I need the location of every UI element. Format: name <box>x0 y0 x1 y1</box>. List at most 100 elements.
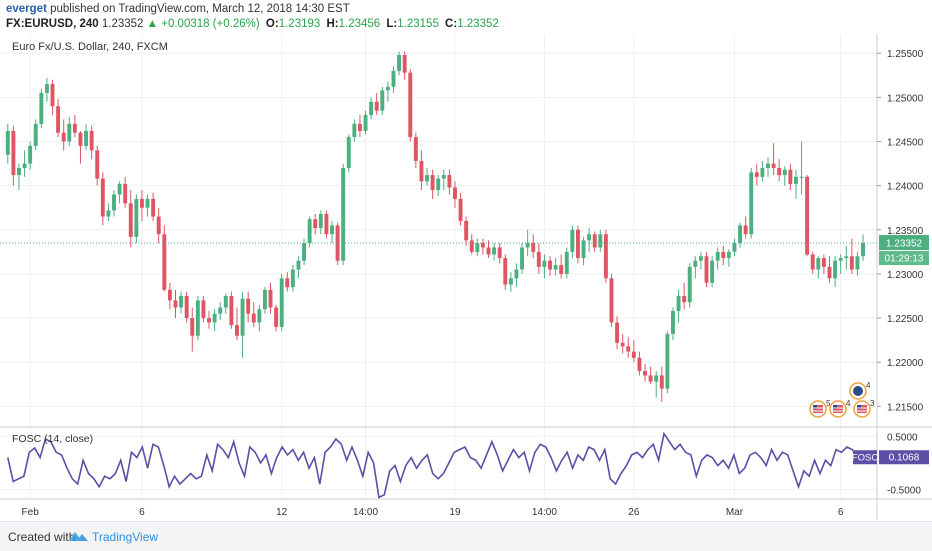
candle[interactable] <box>240 291 245 358</box>
candle-body[interactable] <box>520 247 525 270</box>
candle[interactable] <box>162 225 167 292</box>
candle[interactable] <box>156 207 161 244</box>
us-flag-event-icon[interactable]: 4 <box>829 399 851 418</box>
candle-body[interactable] <box>749 172 754 235</box>
candle-body[interactable] <box>112 194 116 211</box>
candle-body[interactable] <box>357 123 362 131</box>
candle-body[interactable] <box>682 296 687 303</box>
candle[interactable] <box>693 256 698 279</box>
candle-body[interactable] <box>179 296 184 308</box>
candle[interactable] <box>357 115 362 138</box>
candle[interactable] <box>296 256 301 279</box>
candle-body[interactable] <box>710 260 715 283</box>
candle-body[interactable] <box>78 132 83 146</box>
candle-body[interactable] <box>156 216 161 235</box>
candle-body[interactable] <box>570 229 575 252</box>
candle[interactable] <box>50 79 55 116</box>
candle[interactable] <box>665 331 670 394</box>
candle[interactable] <box>575 225 580 264</box>
candle[interactable] <box>419 150 424 191</box>
candle[interactable] <box>408 69 413 142</box>
candle-body[interactable] <box>363 115 368 131</box>
candle[interactable] <box>374 92 379 116</box>
candle[interactable] <box>710 256 715 288</box>
candle-body[interactable] <box>687 266 692 303</box>
candle-body[interactable] <box>654 375 659 382</box>
candle[interactable] <box>458 192 463 226</box>
candle-body[interactable] <box>100 178 105 217</box>
candle-body[interactable] <box>497 247 502 259</box>
candle-body[interactable] <box>302 243 307 261</box>
candle[interactable] <box>78 130 83 164</box>
candle[interactable] <box>766 157 770 177</box>
candle[interactable] <box>654 371 659 398</box>
candle-body[interactable] <box>603 234 608 279</box>
candle-body[interactable] <box>229 296 234 326</box>
candle-body[interactable] <box>592 234 597 248</box>
candle[interactable] <box>413 132 418 168</box>
candle-body[interactable] <box>128 203 133 237</box>
candle-body[interactable] <box>508 278 513 285</box>
candle-body[interactable] <box>207 318 211 323</box>
candle-body[interactable] <box>380 90 385 111</box>
candle-body[interactable] <box>855 256 860 270</box>
candle[interactable] <box>687 263 692 308</box>
candle[interactable] <box>134 194 139 244</box>
candle[interactable] <box>318 210 323 235</box>
candle[interactable] <box>447 169 452 195</box>
candle-body[interactable] <box>799 176 804 178</box>
candle[interactable] <box>195 296 200 341</box>
candle-body[interactable] <box>838 258 843 261</box>
candle[interactable] <box>698 251 703 270</box>
candle-body[interactable] <box>341 168 346 261</box>
candle-body[interactable] <box>782 169 787 176</box>
us-flag-event-icon[interactable]: 3 <box>853 399 875 418</box>
us-flag-event-icon[interactable]: 5 <box>809 399 831 418</box>
candle[interactable] <box>821 254 826 274</box>
candle-body[interactable] <box>726 251 731 259</box>
candle[interactable] <box>72 115 77 138</box>
candle-body[interactable] <box>704 256 709 283</box>
candle[interactable] <box>631 340 636 363</box>
candle[interactable] <box>430 169 435 199</box>
candle[interactable] <box>274 304 279 332</box>
candle-body[interactable] <box>771 163 776 168</box>
author-link[interactable]: everget <box>6 3 47 15</box>
candle[interactable] <box>833 256 838 288</box>
candle-body[interactable] <box>665 333 670 389</box>
candle-body[interactable] <box>190 318 195 336</box>
candle[interactable] <box>352 119 357 142</box>
candle-body[interactable] <box>553 265 558 270</box>
candle[interactable] <box>715 247 720 270</box>
candle-body[interactable] <box>262 289 267 310</box>
candle[interactable] <box>324 210 329 239</box>
candle-body[interactable] <box>766 163 770 168</box>
candle-body[interactable] <box>827 266 832 279</box>
candle-body[interactable] <box>184 296 189 319</box>
candle[interactable] <box>615 316 620 349</box>
candle[interactable] <box>525 229 530 257</box>
candle[interactable] <box>212 309 217 332</box>
candle[interactable] <box>570 225 575 259</box>
candle-body[interactable] <box>240 298 245 336</box>
candle[interactable] <box>743 216 748 239</box>
candle[interactable] <box>603 229 608 283</box>
candle[interactable] <box>39 88 44 129</box>
candle-body[interactable] <box>173 300 178 308</box>
candle-body[interactable] <box>408 72 413 138</box>
candle-body[interactable] <box>279 278 284 327</box>
candle[interactable] <box>402 51 407 80</box>
candle-body[interactable] <box>671 311 675 334</box>
candle-body[interactable] <box>849 256 854 270</box>
candle[interactable] <box>581 236 586 266</box>
candle-body[interactable] <box>676 296 681 312</box>
candle[interactable] <box>810 251 815 274</box>
candle[interactable] <box>469 234 474 255</box>
candle-body[interactable] <box>626 346 631 352</box>
candle-body[interactable] <box>480 243 485 248</box>
candle[interactable] <box>313 213 318 235</box>
candle[interactable] <box>620 333 625 354</box>
candle[interactable] <box>587 228 592 252</box>
candle[interactable] <box>369 97 374 120</box>
chart-canvas[interactable]: 1.25500 1.25000 1.24500 1.24000 1.23500 1.230… <box>0 34 932 520</box>
